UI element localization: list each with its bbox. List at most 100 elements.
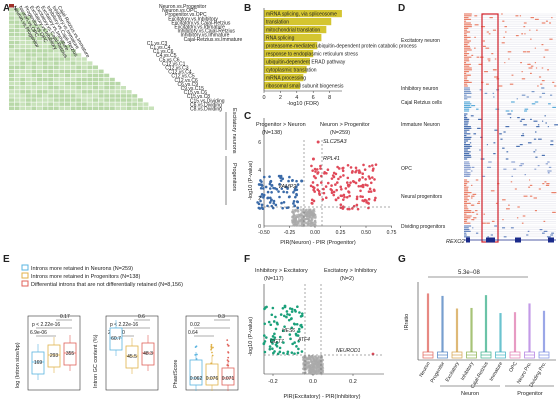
- d-read: [476, 213, 479, 215]
- a-cell: [48, 61, 54, 65]
- d-read: [464, 103, 472, 105]
- e-box: [141, 342, 155, 366]
- a-cell: [48, 53, 54, 57]
- c-point: [351, 179, 355, 183]
- d-read: [464, 87, 470, 89]
- d-read: [486, 222, 490, 224]
- c-point: [374, 163, 378, 166]
- d-read: [547, 170, 549, 172]
- f-point: [312, 357, 315, 360]
- a-cell: [53, 69, 59, 74]
- e-median-label: 0.062: [190, 376, 203, 382]
- f-point: [320, 360, 324, 363]
- a-row-label: C15.vs.C6: [184, 90, 208, 96]
- c-x-tick-label: 0.25: [336, 230, 346, 236]
- f-gene-hes6: HES6: [282, 328, 295, 334]
- a-cell: [59, 73, 65, 78]
- a-cell: [14, 81, 20, 86]
- d-read: [503, 131, 506, 133]
- d-read: [519, 165, 523, 167]
- a-cell: [121, 98, 126, 102]
- c-x-tick-label: 0.50: [361, 230, 371, 236]
- d-read: [494, 129, 498, 131]
- a-cell: [14, 49, 20, 53]
- d-read: [470, 197, 473, 199]
- d-read: [482, 222, 486, 224]
- a-cell: [9, 94, 14, 98]
- a-cell: [37, 57, 42, 61]
- a-cell: [76, 81, 82, 86]
- a-cell: [53, 40, 59, 45]
- f-point: [298, 311, 301, 314]
- a-cell: [53, 53, 59, 57]
- c-point: [259, 186, 263, 190]
- c-point: [368, 187, 372, 191]
- a-cell: [25, 36, 31, 41]
- b-tick-label: 0: [262, 95, 265, 101]
- c-point: [297, 216, 300, 219]
- c-point: [311, 185, 315, 189]
- d-read: [491, 53, 494, 55]
- c-point: [272, 186, 275, 190]
- a-cell: [25, 20, 31, 24]
- d-read: [471, 105, 476, 107]
- a-cell: [20, 94, 26, 98]
- a-cell: [9, 40, 14, 45]
- d-read: [488, 33, 491, 35]
- a-group-progenitors: Progenitors: [231, 163, 237, 191]
- d-read: [536, 29, 538, 31]
- a-cell: [37, 65, 42, 69]
- a-cell: [20, 53, 26, 57]
- c-point: [346, 176, 350, 180]
- c-point: [316, 183, 319, 187]
- a-cell: [109, 102, 115, 106]
- d-read: [464, 96, 472, 98]
- a-row-label: C4.vs.C5: [156, 53, 177, 59]
- f-point: [289, 317, 293, 321]
- d-read: [464, 199, 469, 201]
- d-read: [498, 85, 503, 87]
- a-cell: [20, 16, 26, 20]
- f-point: [262, 334, 266, 337]
- a-cell: [87, 65, 93, 69]
- a-cell: [59, 61, 65, 65]
- c-point: [299, 215, 302, 219]
- c-point: [361, 195, 364, 199]
- d-read: [464, 142, 467, 144]
- d-read: [549, 94, 553, 96]
- a-cell: [53, 65, 59, 69]
- c-point: [278, 182, 281, 186]
- f-point: [302, 356, 305, 359]
- d-read: [464, 192, 472, 194]
- panel-e: Introns more retained in Neurons (N=259)…: [15, 264, 239, 391]
- d-read: [541, 67, 544, 69]
- e-outlier: [195, 345, 198, 348]
- a-cell: [137, 102, 143, 106]
- c-point: [288, 175, 291, 179]
- f-point: [291, 342, 294, 346]
- a-cell: [65, 98, 70, 102]
- a-group-excitatory: Excitatory neurons: [231, 108, 237, 154]
- d-read: [503, 236, 507, 238]
- d-read: [524, 33, 526, 35]
- f-point: [263, 350, 267, 354]
- f-point: [269, 340, 273, 343]
- a-cell: [81, 102, 87, 106]
- a-cell: [93, 102, 98, 106]
- f-point: [299, 324, 302, 327]
- d-track-labels: Excitatory neuron Inhibitory neuron Cajal …: [401, 38, 446, 230]
- c-point: [266, 196, 269, 200]
- d-read: [502, 20, 504, 22]
- d-read: [464, 168, 471, 170]
- a-cell: [25, 53, 31, 57]
- a-cell: [9, 49, 14, 53]
- c-point: [311, 157, 315, 161]
- a-cell: [93, 69, 98, 74]
- a-cell: [143, 102, 149, 106]
- panel-label-c: C: [244, 111, 251, 122]
- c-point: [310, 164, 313, 168]
- d-read: [510, 181, 513, 183]
- d-read: [464, 131, 467, 133]
- c-point: [301, 215, 304, 218]
- d-read: [546, 236, 551, 238]
